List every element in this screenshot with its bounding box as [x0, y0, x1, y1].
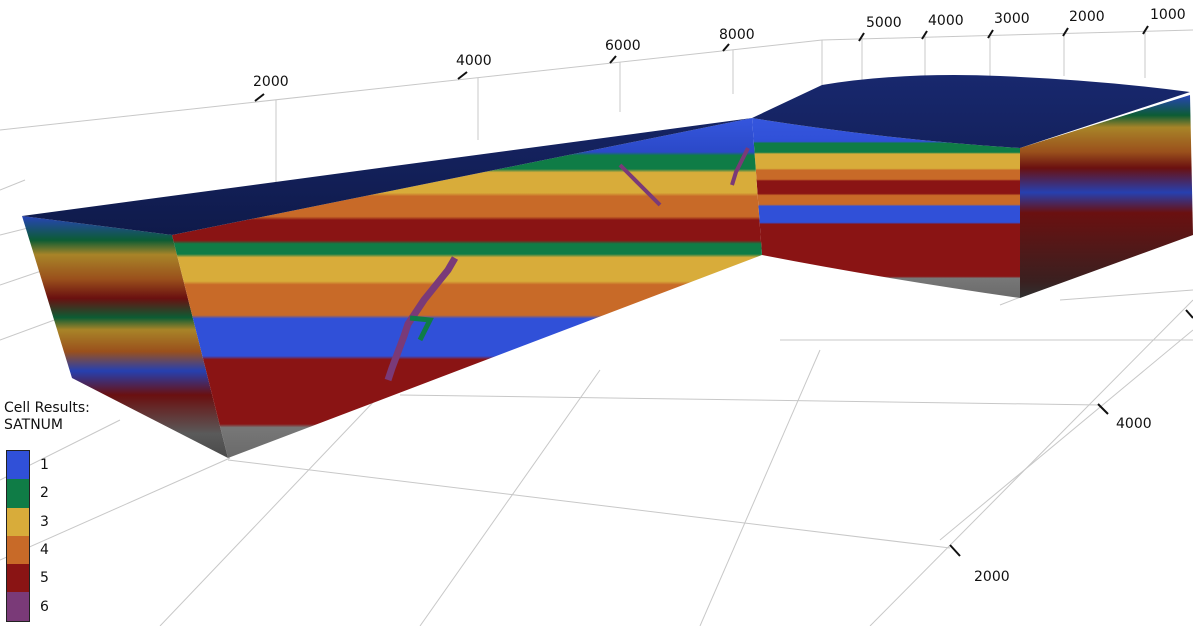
- legend-label-3: 3: [40, 514, 49, 530]
- axis-label-y-3000: 3000: [994, 11, 1030, 27]
- axis-label-x-4000: 4000: [456, 53, 492, 69]
- axis-label-y-4000: 4000: [928, 13, 964, 29]
- axis-label-z-2000: 2000: [974, 569, 1010, 585]
- grid-lines: [0, 29, 1193, 626]
- legend-title-line1: Cell Results:: [4, 400, 90, 416]
- legend-swatch-4: [7, 535, 29, 565]
- axis-label-y-1000: 1000: [1150, 7, 1186, 23]
- legend-title: Cell Results: SATNUM: [4, 400, 124, 434]
- legend-swatch-5: [7, 564, 29, 593]
- top-surface: [22, 75, 1190, 235]
- legend-label-6: 6: [40, 599, 49, 615]
- legend-title-line2: SATNUM: [4, 417, 63, 433]
- right-wing-front-face: [1020, 95, 1193, 298]
- front-face-left: [172, 118, 762, 458]
- axis-label-y-5000: 5000: [866, 15, 902, 31]
- axis-labels: 2000 4000 6000 8000 5000 4000 3000 2000 …: [253, 7, 1186, 585]
- legend-label-1: 1: [40, 457, 49, 473]
- legend-swatch-2: [7, 479, 29, 508]
- axis-ticks: [254, 25, 1193, 557]
- legend-label-5: 5: [40, 570, 49, 586]
- legend-swatch-6: [7, 592, 29, 621]
- legend-label-4: 4: [40, 542, 49, 558]
- axis-label-y-2000: 2000: [1069, 9, 1105, 25]
- axis-label-x-2000: 2000: [253, 74, 289, 90]
- axis-label-z-4000: 4000: [1116, 416, 1152, 432]
- legend-swatch-1: [7, 451, 29, 480]
- legend-swatch-3: [7, 507, 29, 536]
- legend-color-bar: [6, 450, 30, 622]
- left-side-face: [22, 216, 228, 458]
- legend-label-2: 2: [40, 485, 49, 501]
- right-wing-long-face: [752, 118, 1020, 298]
- color-legend: Cell Results: SATNUM 1 2 3 4 5 6: [4, 400, 124, 622]
- axis-label-x-8000: 8000: [719, 27, 755, 43]
- fault-trace: [384, 147, 750, 382]
- axis-label-x-6000: 6000: [605, 38, 641, 54]
